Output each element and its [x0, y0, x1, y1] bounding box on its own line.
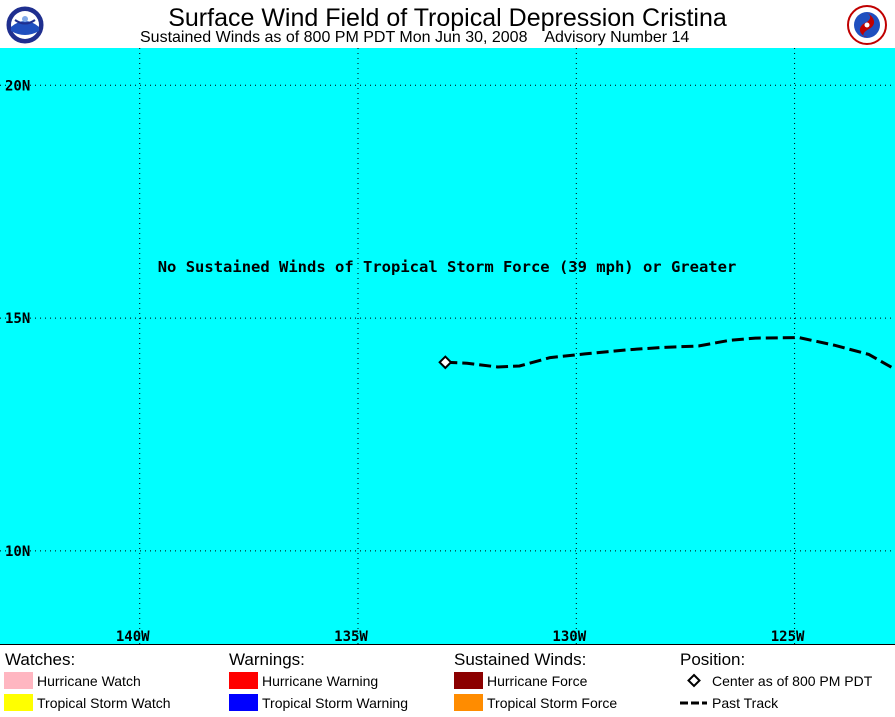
longitude-label: 130W	[552, 629, 586, 644]
map-area: 20N 15N 10N 140W 135W 130W 125W No Sustained W…	[0, 48, 895, 644]
legend-sustained-title: Sustained Winds:	[454, 650, 587, 669]
legend-label: Hurricane Watch	[37, 673, 141, 689]
page-title: Surface Wind Field of Tropical Depressio…	[168, 4, 727, 32]
latitude-label: 15N	[5, 311, 30, 327]
graticule	[0, 48, 895, 644]
storm-center-marker	[438, 355, 453, 370]
legend-item-hurricane-warning: Hurricane Warning	[229, 672, 439, 690]
hurricane-warning-swatch	[229, 672, 258, 689]
legend-label: Tropical Storm Watch	[37, 695, 171, 711]
legend-item-hurricane-watch: Hurricane Watch	[4, 672, 214, 690]
dashed-line-icon	[680, 701, 707, 705]
legend-label: Tropical Storm Force	[487, 695, 618, 711]
no-winds-notice: No Sustained Winds of Tropical Storm For…	[158, 258, 737, 276]
legend-item-center: Center as of 800 PM PDT	[679, 672, 889, 690]
legend-label: Hurricane Force	[487, 673, 588, 689]
legend-label: Tropical Storm Warning	[262, 695, 409, 711]
legend: Watches: Hurricane Watch Tropical Storm …	[0, 644, 895, 717]
legend-watches-title: Watches:	[5, 650, 76, 669]
noaa-logo	[5, 5, 45, 45]
legend-item-tropical-storm-watch: Tropical Storm Watch	[4, 694, 214, 712]
tropical-storm-watch-swatch	[4, 694, 33, 711]
legend-label: Center as of 800 PM PDT	[712, 673, 873, 689]
graticule-labels: 20N 15N 10N 140W 135W 130W 125W	[5, 78, 805, 644]
longitude-label: 135W	[334, 629, 368, 644]
legend-warnings-title: Warnings:	[229, 650, 305, 669]
hurricane-watch-swatch	[4, 672, 33, 689]
tropical-storm-warning-swatch	[229, 694, 258, 711]
latitude-label: 10N	[5, 544, 30, 560]
nws-logo	[847, 5, 887, 45]
legend-item-past-track: Past Track	[679, 694, 889, 712]
hurricane-force-swatch	[454, 672, 483, 689]
legend-item-tropical-storm-force: Tropical Storm Force	[454, 694, 664, 712]
legend-item-hurricane-force: Hurricane Force	[454, 672, 664, 690]
diamond-icon	[687, 673, 701, 688]
longitude-label: 140W	[116, 629, 150, 644]
page-subtitle: Sustained Winds as of 800 PM PDT Mon Jun…	[140, 29, 690, 46]
latitude-label: 20N	[5, 78, 30, 94]
legend-label: Past Track	[712, 695, 779, 711]
past-track-line	[445, 336, 895, 371]
tropical-storm-force-swatch	[454, 694, 483, 711]
map-canvas: 20N 15N 10N 140W 135W 130W 125W No Sustained W…	[0, 48, 895, 644]
legend-item-tropical-storm-warning: Tropical Storm Warning	[229, 694, 439, 712]
header: Surface Wind Field of Tropical Depressio…	[0, 0, 895, 48]
longitude-label: 125W	[771, 629, 805, 644]
legend-label: Hurricane Warning	[262, 673, 379, 689]
legend-position-title: Position:	[680, 650, 746, 669]
